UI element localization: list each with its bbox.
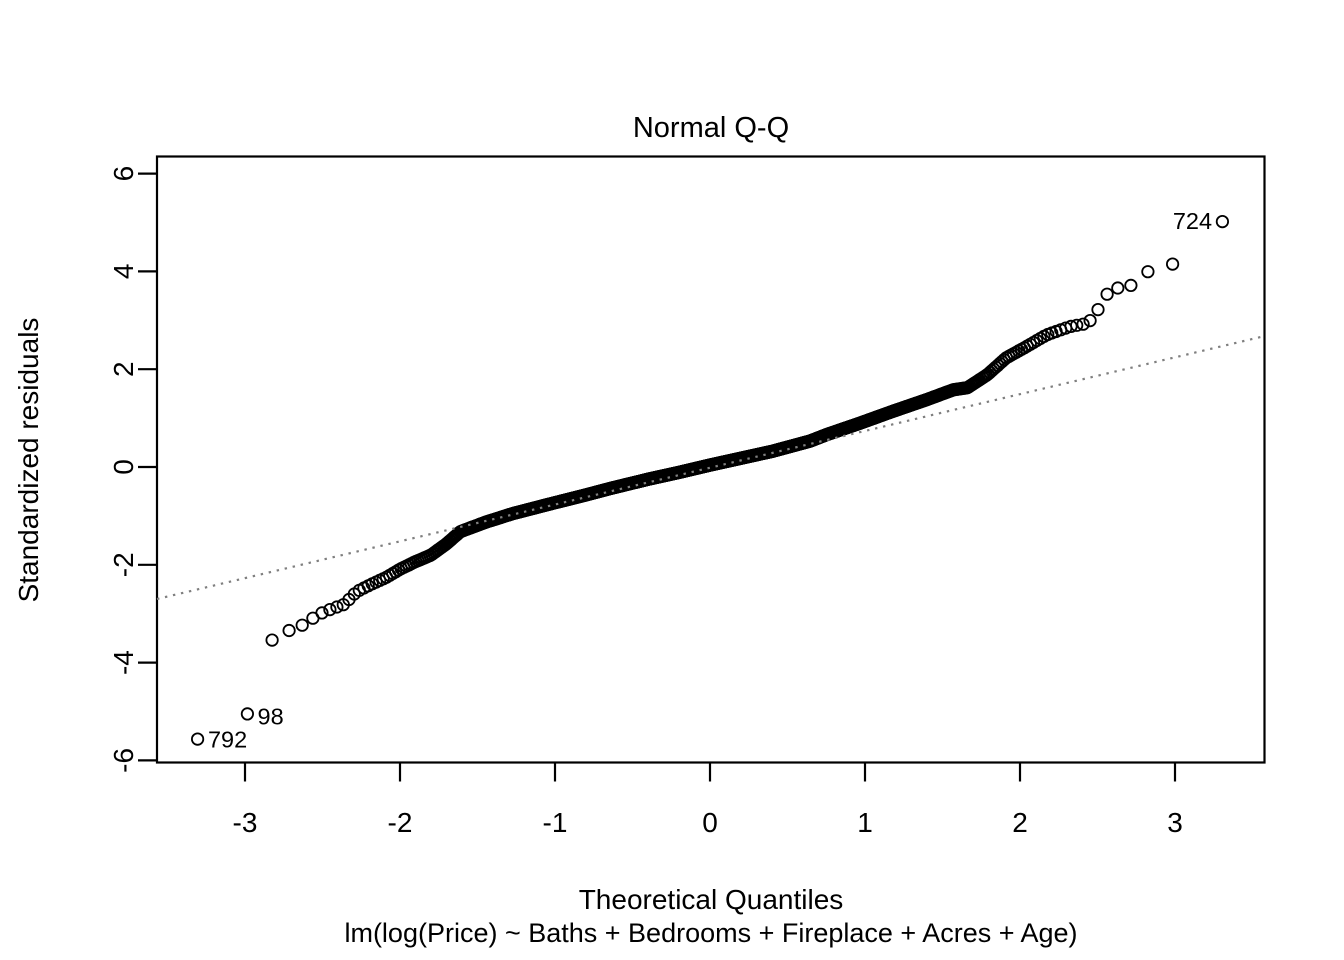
qq-data-point — [1070, 318, 1084, 332]
model-formula-caption: lm(log(Price) ~ Baths + Bedrooms + Firep… — [344, 918, 1078, 948]
qq-points-group — [191, 215, 1230, 746]
y-tick-label: 2 — [108, 361, 139, 377]
qq-data-point — [265, 633, 279, 647]
qq-data-point — [1076, 317, 1090, 331]
qq-data-point — [282, 623, 296, 638]
qq-data-point — [1100, 287, 1114, 301]
y-tick-label: 6 — [108, 166, 139, 182]
qq-data-point — [323, 602, 337, 617]
qq-reference-line — [156, 335, 1265, 601]
x-tick-label: 3 — [1167, 807, 1183, 838]
x-axis-title: Theoretical Quantiles — [578, 884, 844, 915]
x-tick-label: -1 — [543, 807, 568, 838]
qq-data-point — [191, 732, 205, 746]
qq-data-point — [240, 707, 254, 721]
qq-data-point — [1141, 265, 1155, 279]
y-tick-label: -2 — [108, 552, 139, 577]
x-tick-label: 0 — [702, 807, 718, 838]
qq-data-point — [1091, 302, 1105, 317]
qq-data-point — [315, 606, 329, 620]
outlier-point-label: 98 — [258, 703, 284, 729]
y-axis-title: Standardized residuals — [13, 317, 44, 603]
x-tick-label: -3 — [233, 807, 258, 838]
y-tick-label: -6 — [108, 748, 139, 773]
qq-data-point — [1064, 319, 1078, 333]
qq-data-point — [330, 600, 344, 614]
y-tick-label: 4 — [108, 264, 139, 280]
qq-data-point — [1166, 257, 1180, 271]
x-tick-label: 2 — [1012, 807, 1028, 838]
y-tick-label: 0 — [108, 459, 139, 475]
x-tick-label: 1 — [857, 807, 873, 838]
outlier-point-label: 792 — [208, 726, 247, 752]
chart-title: Normal Q-Q — [632, 112, 790, 144]
qq-data-point — [1215, 215, 1230, 229]
qq-data-point — [1111, 281, 1125, 295]
qq-data-point — [295, 618, 309, 632]
outlier-point-label: 724 — [1173, 208, 1212, 234]
qq-data-point — [1083, 313, 1097, 328]
qq-data-point — [1124, 278, 1138, 292]
y-tick-label: -4 — [108, 650, 139, 675]
x-tick-label: -2 — [388, 807, 413, 838]
